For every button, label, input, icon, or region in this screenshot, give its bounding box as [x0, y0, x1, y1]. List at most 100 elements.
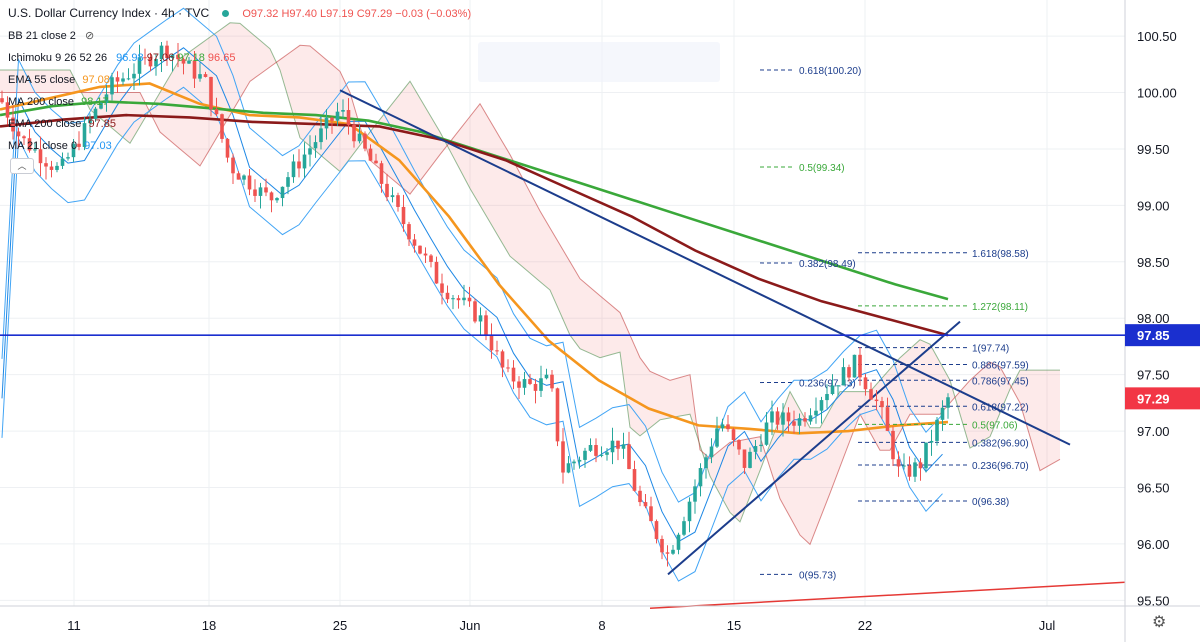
- candle-body: [869, 389, 873, 400]
- candle-body: [418, 245, 422, 254]
- candle-body: [632, 469, 637, 491]
- collapse-legend-button[interactable]: ︿: [10, 158, 34, 174]
- moving-average-line: [0, 113, 949, 337]
- candle-body: [874, 399, 879, 402]
- candle-body: [401, 206, 406, 225]
- candle-body: [621, 444, 626, 449]
- candle-body: [715, 428, 719, 447]
- candle-body: [242, 175, 246, 180]
- candle-body: [264, 187, 268, 193]
- candle-body: [27, 138, 32, 151]
- candle-body: [203, 74, 208, 77]
- candle-body: [577, 459, 582, 462]
- legend-ma21[interactable]: MA 21 close 0 97.03: [8, 139, 112, 153]
- candle-body: [346, 110, 351, 125]
- symbol-title[interactable]: U.S. Dollar Currency Index · 4h · TVC: [8, 6, 210, 20]
- y-tick-label: 100.50: [1137, 29, 1177, 44]
- ichimoku-val-4: 96.65: [207, 52, 236, 64]
- candle-body: [66, 157, 70, 159]
- candle-body: [176, 54, 180, 60]
- candle-body: [726, 424, 730, 430]
- market-status-icon: [222, 10, 230, 17]
- candle-body: [698, 468, 703, 487]
- ema55-value: 97.08: [82, 74, 110, 86]
- ohlc-change: −0.03 (−0.03%): [395, 8, 472, 20]
- legend-ema55[interactable]: EMA 55 close 97.08: [8, 73, 110, 87]
- candle-body: [902, 465, 906, 467]
- candle-body: [709, 446, 714, 458]
- y-tick-label: 97.00: [1137, 424, 1170, 439]
- candle-body: [929, 440, 934, 443]
- candle-body: [555, 388, 560, 442]
- candle-body: [286, 177, 290, 187]
- candle-body: [236, 173, 241, 180]
- fib-level-label: 0(96.38): [972, 497, 1009, 508]
- candle-body: [192, 60, 197, 79]
- candle-body: [742, 449, 747, 468]
- chevron-up-icon: ︿: [17, 161, 27, 171]
- candle-body: [154, 59, 158, 67]
- candle-body: [253, 189, 257, 196]
- candle-body: [308, 148, 312, 155]
- eye-slash-icon[interactable]: ⊘: [84, 30, 95, 42]
- candle-body: [825, 394, 829, 401]
- fib-level-label: 0.236(96.70): [972, 461, 1029, 472]
- candle-body: [159, 45, 164, 60]
- settings-gear-icon[interactable]: ⚙: [1152, 614, 1167, 631]
- candle-body: [665, 552, 670, 554]
- candle-body: [407, 224, 411, 240]
- candle-body: [561, 441, 565, 473]
- ichimoku-label: Ichimoku 9 26 52 26: [8, 52, 108, 64]
- candle-body: [484, 315, 488, 336]
- legend-ichimoku[interactable]: Ichimoku 9 26 52 26 96.98 97.06 97.18 96…: [8, 51, 235, 65]
- fib-level-label: 1(97.74): [972, 344, 1009, 355]
- candle-body: [473, 301, 477, 322]
- candle-body: [880, 401, 884, 408]
- candle-body: [302, 154, 307, 169]
- fib-level-label: 1.272(98.11): [972, 302, 1028, 313]
- legend-header: U.S. Dollar Currency Index · 4h · TVC O9…: [8, 6, 471, 21]
- candle-body: [456, 298, 461, 301]
- candle-body: [38, 149, 43, 164]
- candle-body: [396, 195, 400, 207]
- candle-body: [445, 292, 450, 300]
- candle-body: [429, 255, 433, 262]
- candle-body: [885, 407, 890, 431]
- candle-body: [610, 440, 615, 453]
- candle-body: [231, 157, 235, 174]
- candle-body: [737, 440, 741, 450]
- candle-body: [335, 111, 340, 121]
- fib-level-label: 0.886(97.59): [972, 361, 1029, 372]
- candle-body: [16, 131, 21, 137]
- candle-body: [852, 354, 857, 378]
- x-tick-label: 22: [858, 618, 872, 633]
- candle-body: [858, 354, 862, 378]
- moving-averages: [0, 82, 949, 435]
- candle-body: [764, 422, 769, 445]
- legend-ma200[interactable]: MA 200 close 98.17: [8, 95, 109, 109]
- candle-body: [847, 367, 851, 378]
- legend-ema200[interactable]: EMA 200 close 97.85: [8, 117, 116, 131]
- candle-body: [676, 534, 681, 550]
- fib-level-label: 0.5(99.34): [799, 163, 845, 174]
- fib-level-label: 0.382(96.90): [972, 438, 1029, 449]
- candle-body: [137, 57, 142, 74]
- x-tick-label: Jul: [1039, 618, 1056, 633]
- legend-bb[interactable]: BB 21 close 2 ⊘: [8, 29, 94, 43]
- ma200-label: MA 200 close: [8, 96, 75, 108]
- candle-body: [753, 446, 758, 452]
- candle-body: [341, 110, 345, 112]
- candle-body: [649, 506, 653, 522]
- candle-body: [775, 411, 780, 425]
- uptrend-line: [667, 320, 961, 576]
- candle-body: [313, 142, 318, 149]
- candle-body: [489, 335, 494, 351]
- candle-body: [599, 454, 604, 456]
- candle-body: [88, 118, 92, 124]
- fib-level-label: 0.618(97.22): [972, 402, 1029, 413]
- candle-body: [363, 133, 367, 149]
- candle-body: [814, 410, 818, 416]
